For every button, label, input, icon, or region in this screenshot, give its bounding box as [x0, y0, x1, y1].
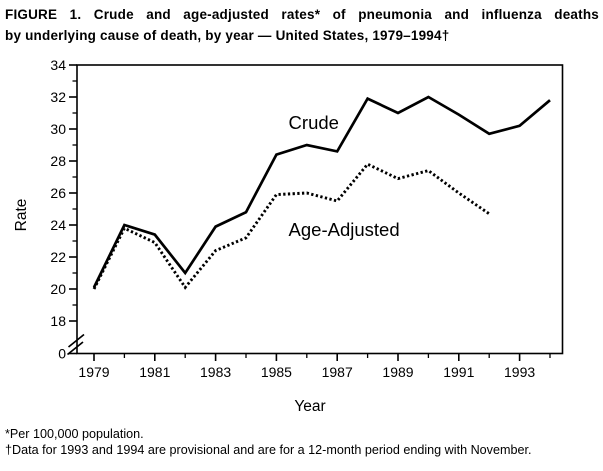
x-tick-label: 1979 [78, 364, 109, 380]
x-tick-label: 1987 [322, 364, 353, 380]
figure-title-line2: by underlying cause of death, by year — … [5, 28, 450, 43]
y-tick-label: 28 [50, 153, 66, 169]
y-tick-label: 18 [50, 313, 66, 329]
footnote-population: *Per 100,000 population. [5, 427, 144, 441]
x-tick-label: 1981 [139, 364, 170, 380]
x-tick-label: 1989 [382, 364, 413, 380]
y-tick-label: 32 [50, 89, 66, 105]
figure-title: FIGURE 1. Crude and age-adjusted rates* … [5, 4, 599, 46]
y-tick-label: 20 [50, 281, 66, 297]
y-tick-label: 30 [50, 121, 66, 137]
figure-footnotes: *Per 100,000 population. †Data for 1993 … [5, 426, 601, 458]
y-tick-label: 34 [50, 57, 66, 73]
y-axis-title: Rate [13, 199, 30, 232]
y-tick-label: 22 [50, 249, 66, 265]
plot-border [76, 64, 564, 355]
x-tick-label: 1991 [443, 364, 474, 380]
crude-line [92, 95, 551, 288]
axis-break-slash [67, 333, 85, 348]
y-tick-label: 0 [58, 345, 66, 361]
y-tick-label: 26 [50, 185, 66, 201]
x-axis-title: Year [294, 398, 325, 415]
x-tick-label: 1983 [200, 364, 231, 380]
axis-break-slash [66, 341, 84, 356]
crude-label: Crude [289, 112, 339, 133]
footnote-provisional: †Data for 1993 and 1994 are provisional … [5, 443, 532, 457]
y-tick-label: 24 [50, 217, 66, 233]
x-tick-label: 1993 [504, 364, 535, 380]
x-tick-label: 1985 [261, 364, 292, 380]
age-adjusted-label: Age-Adjusted [289, 219, 400, 240]
figure-title-line1: FIGURE 1. Crude and age-adjusted rates* … [5, 7, 599, 22]
